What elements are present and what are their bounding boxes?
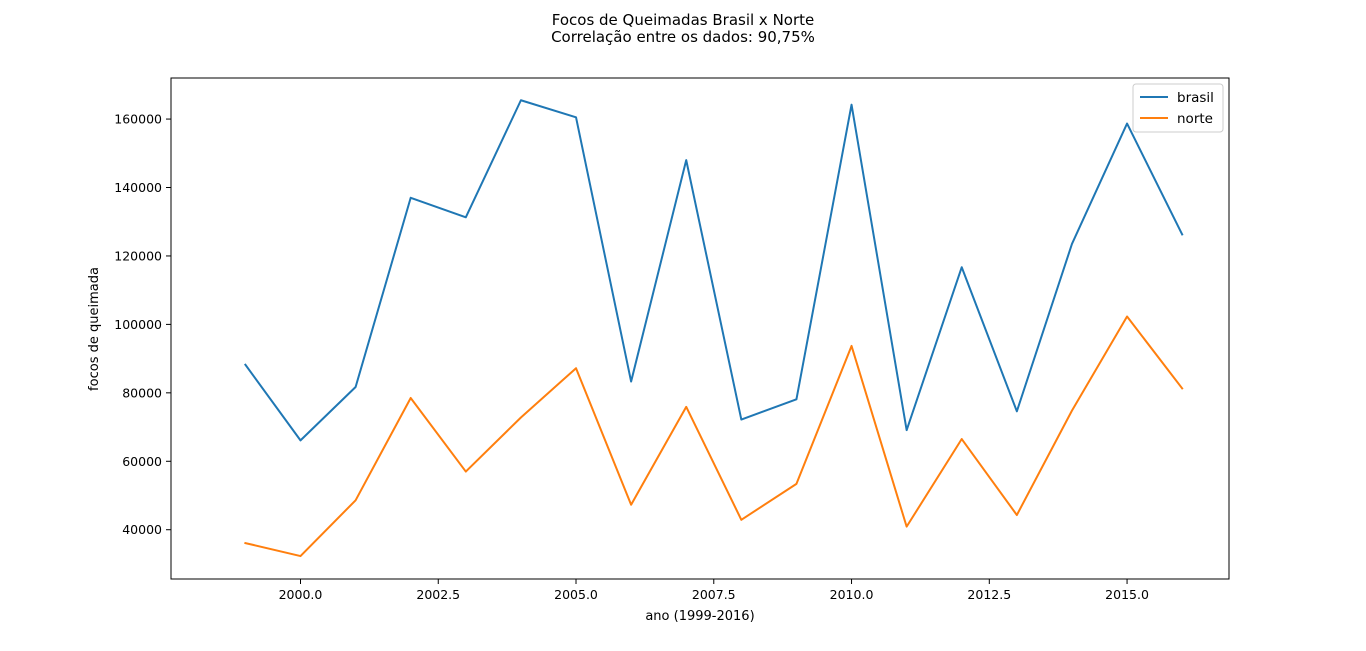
- chart-title: Focos de Queimadas Brasil x Norte: [552, 11, 815, 29]
- y-tick-label: 120000: [114, 248, 162, 263]
- legend-label-norte: norte: [1177, 111, 1213, 127]
- y-tick-label: 160000: [114, 112, 162, 127]
- y-tick-label: 80000: [122, 385, 162, 400]
- x-tick-label: 2002.5: [416, 587, 460, 602]
- y-tick-label: 100000: [114, 317, 162, 332]
- legend: brasil norte: [1132, 83, 1224, 133]
- series-line-norte: [244, 315, 1184, 558]
- series-line-brasil: [243, 99, 1184, 442]
- y-tick-label: 140000: [114, 180, 162, 195]
- x-tick-label: 2010.0: [830, 587, 874, 602]
- legend-label-brasil: brasil: [1177, 90, 1214, 106]
- x-axis-label: ano (1999-2016): [645, 609, 754, 624]
- x-axis-ticks: 2000.0 2002.5 2005.0 2007.5 2010.0 2012.5 2015…: [279, 579, 1149, 602]
- y-tick-label: 40000: [122, 522, 162, 537]
- chart-subtitle: Correlação entre os dados: 90,75%: [551, 28, 815, 46]
- x-tick-label: 2005.0: [554, 587, 598, 602]
- x-tick-label: 2015.0: [1105, 587, 1149, 602]
- plot-area: [170, 77, 1230, 580]
- plot-frame: [170, 77, 1230, 580]
- series-lines: [243, 99, 1184, 558]
- x-tick-label: 2007.5: [692, 587, 736, 602]
- y-axis-label: focos de queimada: [87, 267, 102, 391]
- y-tick-label: 60000: [122, 454, 162, 469]
- x-tick-label: 2012.5: [967, 587, 1011, 602]
- y-axis-ticks: 40000 60000 80000 100000 120000 140000 160000: [114, 112, 171, 537]
- x-tick-label: 2000.0: [279, 587, 323, 602]
